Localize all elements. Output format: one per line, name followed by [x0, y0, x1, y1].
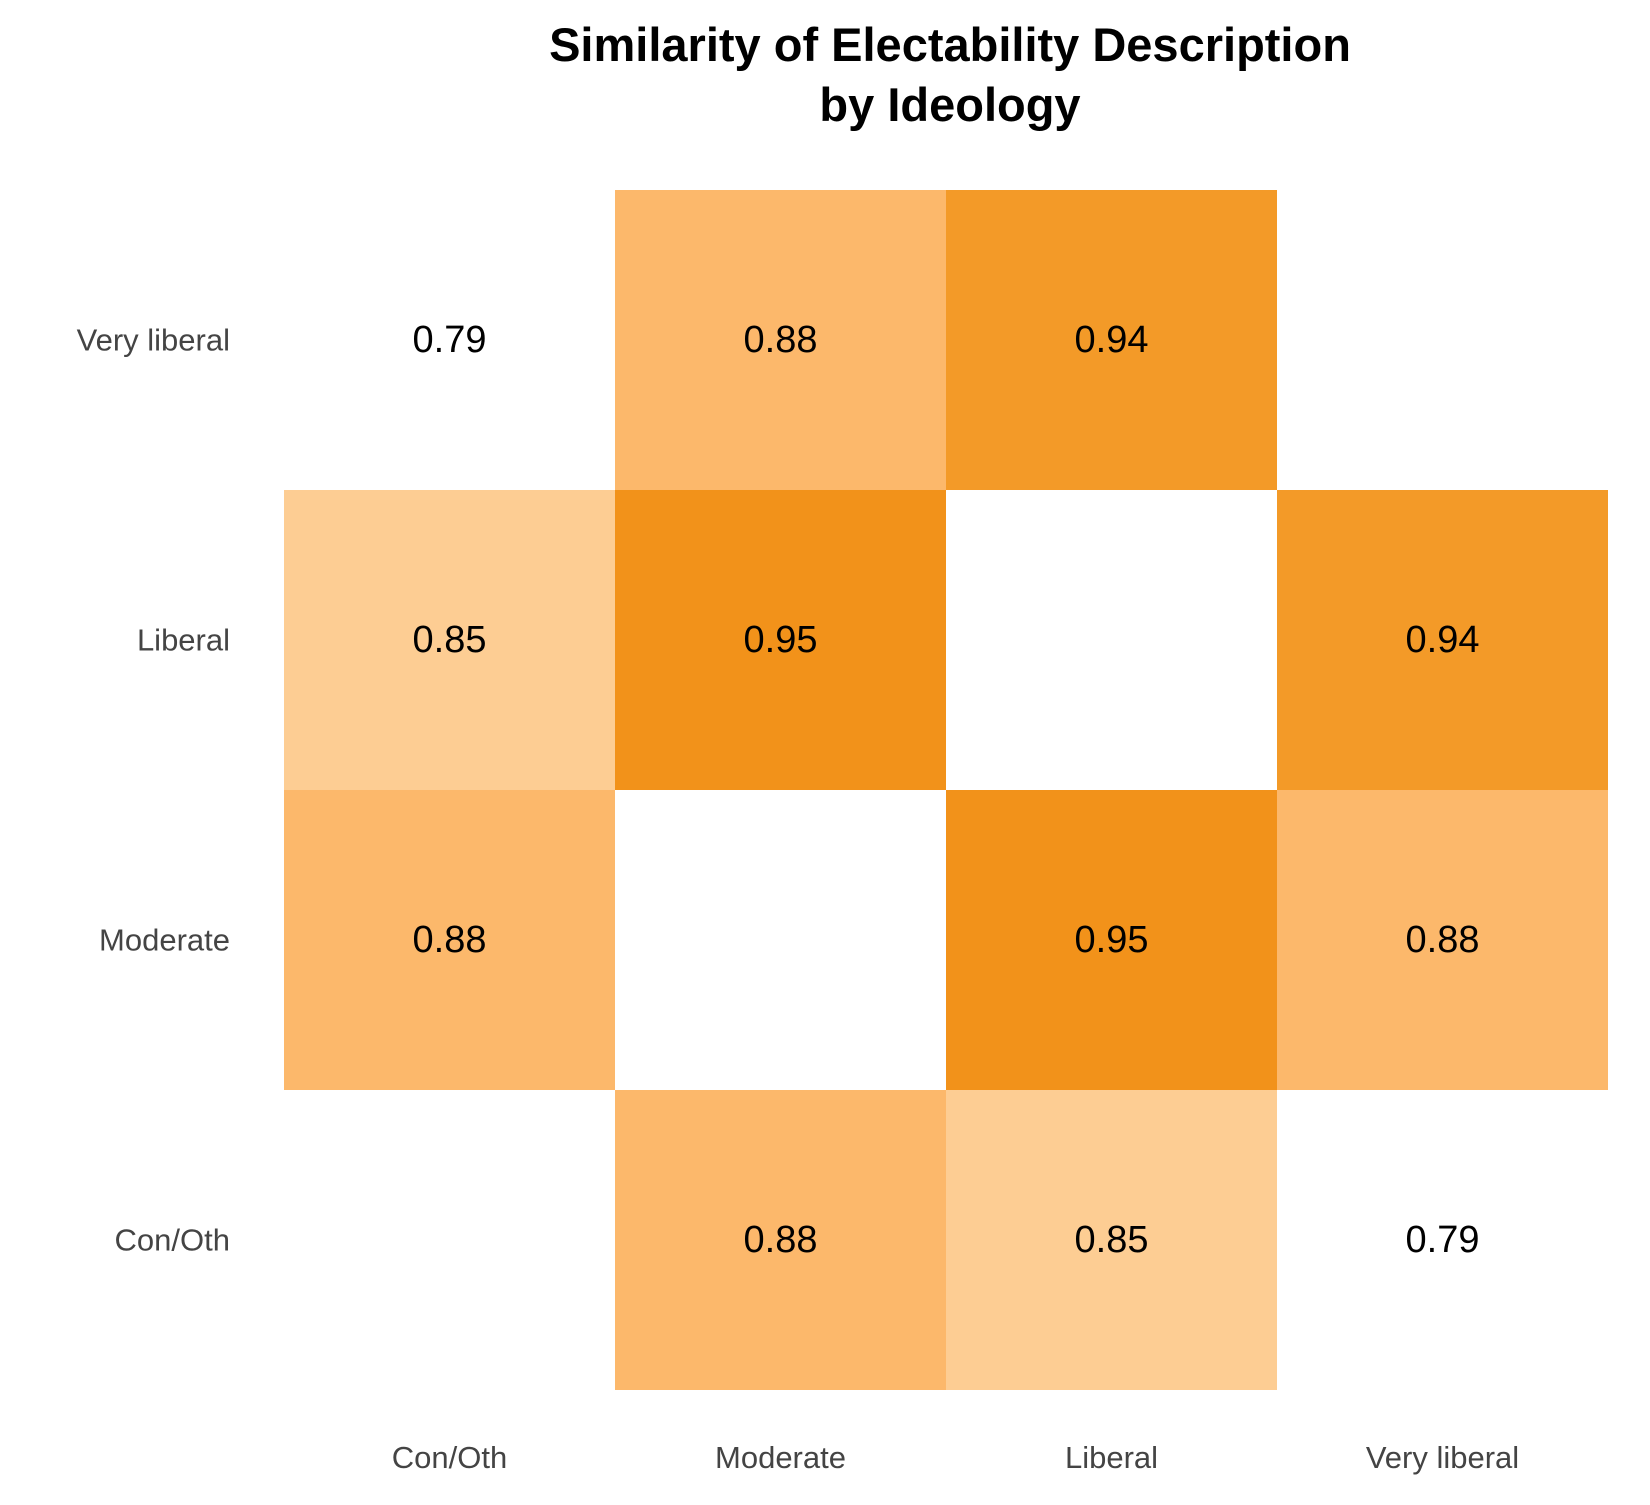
cell-value-label-moderate-con-oth: 0.88 — [413, 919, 487, 961]
heatmap-cell-liberal-very-liberal — [1277, 490, 1608, 790]
heatmap-cell-very-liberal-moderate — [615, 190, 946, 490]
heatmap-cell-labels: 0.88 0.85 0.79 0.88 0.95 0.88 0.85 0.95 0.94 0.79… — [413, 319, 1480, 1261]
y-tick-label-moderate: Moderate — [99, 923, 230, 958]
heatmap-cell-liberal-con-oth — [284, 490, 615, 790]
x-axis-tick-labels: Con/Oth Moderate Liberal Very liberal — [392, 1440, 1519, 1475]
cell-value-label-con-oth-liberal: 0.85 — [1075, 1219, 1149, 1261]
y-tick-label-very-liberal: Very liberal — [77, 323, 230, 358]
heatmap-cell-very-liberal-con-oth — [284, 190, 615, 490]
cell-value-label-liberal-very-liberal: 0.94 — [1406, 619, 1480, 661]
heatmap-cell-moderate-liberal — [946, 790, 1277, 1090]
cell-value-label-con-oth-moderate: 0.88 — [744, 1219, 818, 1261]
chart-title-line-1: Similarity of Electability Description — [549, 18, 1351, 71]
heatmap-cell-moderate-con-oth — [284, 790, 615, 1090]
cell-value-label-very-liberal-moderate: 0.88 — [744, 319, 818, 361]
y-tick-label-con-oth: Con/Oth — [115, 1223, 230, 1258]
cell-value-label-liberal-con-oth: 0.85 — [413, 619, 487, 661]
x-tick-label-moderate: Moderate — [715, 1440, 846, 1475]
heatmap-cell-liberal-moderate — [615, 490, 946, 790]
cell-value-label-very-liberal-liberal: 0.94 — [1075, 319, 1149, 361]
cell-value-label-moderate-liberal: 0.95 — [1075, 919, 1149, 961]
x-tick-label-con-oth: Con/Oth — [392, 1440, 507, 1475]
heatmap-cell-con-oth-moderate — [615, 1090, 946, 1390]
heatmap-cells — [284, 190, 1608, 1390]
x-tick-label-very-liberal: Very liberal — [1366, 1440, 1519, 1475]
x-tick-label-liberal: Liberal — [1065, 1440, 1158, 1475]
y-axis-tick-labels: Con/Oth Moderate Liberal Very liberal — [77, 323, 230, 1258]
cell-value-label-con-oth-very-liberal: 0.79 — [1406, 1219, 1480, 1261]
chart-title-line-2: by Ideology — [819, 78, 1080, 131]
y-tick-label-liberal: Liberal — [137, 623, 230, 658]
cell-value-label-liberal-moderate: 0.95 — [744, 619, 818, 661]
heatmap-cell-con-oth-very-liberal — [1277, 1090, 1608, 1390]
cell-value-label-moderate-very-liberal: 0.88 — [1406, 919, 1480, 961]
heatmap-cell-very-liberal-liberal — [946, 190, 1277, 490]
heatmap-cell-moderate-very-liberal — [1277, 790, 1608, 1090]
heatmap-cell-con-oth-liberal — [946, 1090, 1277, 1390]
cell-value-label-very-liberal-con-oth: 0.79 — [413, 319, 487, 361]
